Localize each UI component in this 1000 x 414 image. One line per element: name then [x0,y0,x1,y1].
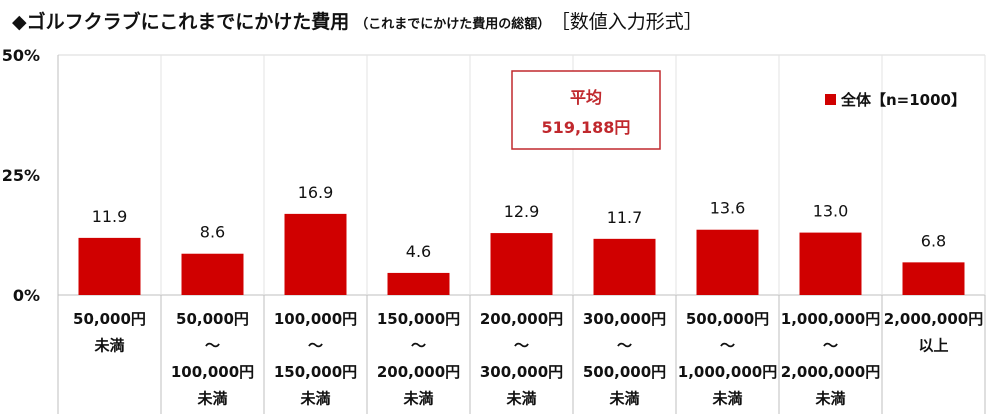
bar [78,237,141,295]
x-category-label: 150,000円 [377,310,460,328]
x-category-label: ～ [617,337,632,355]
chart-subtitle: （これまでにかけた費用の総額） [355,16,550,32]
bar [490,233,553,295]
x-category-label: 300,000円 [480,363,563,381]
x-category-label: 50,000円 [73,310,146,328]
average-label: 平均 [570,88,602,107]
data-label: 11.7 [607,208,643,227]
data-label: 6.8 [921,231,946,250]
x-category-label: 未満 [299,390,330,408]
bar [902,262,965,295]
x-category-label: 2,000,000円 [781,363,880,381]
x-category-label: 150,000円 [274,363,357,381]
x-category-label: 未満 [93,337,124,355]
data-label: 12.9 [504,202,540,221]
x-category-label: ～ [205,337,220,355]
y-tick-label: 25% [2,166,40,185]
x-category-label: 2,000,000円 [884,310,983,328]
x-category-label: 1,000,000円 [781,310,880,328]
x-category-label: 未満 [814,390,845,408]
bar [696,229,759,295]
x-category-label: 1,000,000円 [678,363,777,381]
x-category-label: 以上 [918,337,948,355]
y-tick-label: 50% [2,46,40,65]
chart-title: ◆ゴルフクラブにこれまでにかけた費用 （これまでにかけた費用の総額） ［数値入力形式… [12,10,703,33]
data-label: 13.6 [710,199,746,218]
x-category-label: 50,000円 [176,310,249,328]
x-category-label: 500,000円 [583,363,666,381]
bar [387,272,450,295]
data-label: 8.6 [200,223,225,242]
data-label: 11.9 [92,207,128,226]
x-category-label: ～ [823,337,838,355]
x-category-label: 300,000円 [583,310,666,328]
data-label: 16.9 [298,183,334,202]
bar [181,253,244,295]
x-category-label: 未満 [196,390,227,408]
x-category-label: 500,000円 [686,310,769,328]
x-category-label: 未満 [505,390,536,408]
average-value: 519,188円 [542,118,631,137]
x-category-label: 200,000円 [480,310,563,328]
x-category-label: 未満 [608,390,639,408]
x-category-label: 未満 [402,390,433,408]
x-category-label: ～ [720,337,735,355]
title-main: ◆ゴルフクラブにこれまでにかけた費用 [12,10,349,33]
data-label: 13.0 [813,202,849,221]
legend-swatch [825,94,836,105]
x-category-label: 100,000円 [274,310,357,328]
x-category-label: 未満 [711,390,742,408]
x-category-label: 200,000円 [377,363,460,381]
format-note: ［数値入力形式］ [560,11,703,33]
bar [799,232,862,295]
legend-label: 全体【n=1000】 [840,91,966,109]
y-tick-label: 0% [13,286,40,305]
x-category-label: 100,000円 [171,363,254,381]
x-category-label: ～ [514,337,529,355]
x-category-label: ～ [308,337,323,355]
average-box [511,70,661,150]
data-label: 4.6 [406,242,431,261]
x-category-label: ～ [411,337,426,355]
bar [284,213,347,295]
bar [593,238,656,295]
